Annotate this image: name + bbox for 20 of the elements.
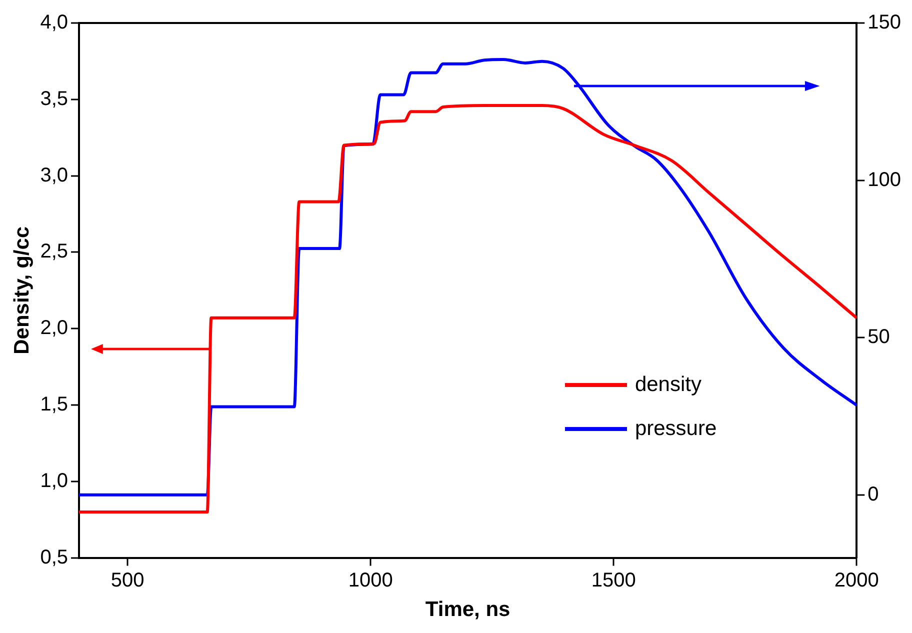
y2-tick-label: 0 bbox=[868, 483, 879, 506]
y-tick-label: 2,0 bbox=[40, 317, 68, 340]
legend-label: density bbox=[634, 372, 702, 397]
y-tick-label: 1,5 bbox=[40, 394, 68, 416]
y-tick-label: 1,0 bbox=[40, 470, 68, 492]
y-axis-title: Density, g/cc bbox=[10, 226, 34, 354]
x-axis-title: Time, ns bbox=[425, 598, 510, 622]
y-tick-label: 0,5 bbox=[40, 546, 68, 568]
y2-tick-label: 50 bbox=[868, 326, 890, 348]
x-tick-label: 1500 bbox=[591, 569, 636, 592]
x-tick-label: 2000 bbox=[834, 569, 879, 592]
y-tick-label: 3,5 bbox=[40, 88, 68, 110]
legend-label: pressure bbox=[634, 416, 717, 441]
y-tick-label: 2,5 bbox=[40, 240, 68, 263]
x-tick-label: 500 bbox=[110, 569, 144, 592]
x-tick-label: 1000 bbox=[348, 569, 393, 592]
y-tick-label: 3,0 bbox=[40, 164, 68, 186]
y2-tick-label: 150 bbox=[868, 12, 902, 34]
y-tick-label: 4,0 bbox=[40, 12, 68, 34]
y2-tick-label: 100 bbox=[868, 168, 902, 191]
